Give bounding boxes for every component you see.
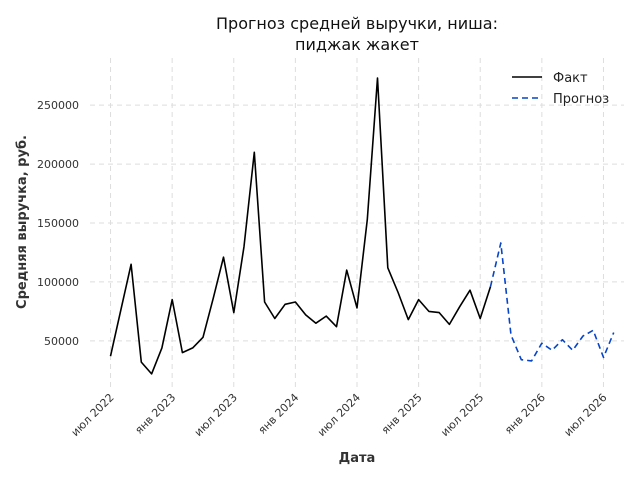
- series-layer: [109, 77, 615, 375]
- x-tick-label: янв 2025: [379, 391, 425, 437]
- tick-layer: июл 2022 янв 2023 июл 2023 янв 2024 июл 2024…: [37, 99, 610, 439]
- y-axis-label: Средняя выручка, руб.: [15, 135, 30, 309]
- legend-label-forecast: Прогноз: [553, 92, 609, 107]
- y-tick-label: 200000: [37, 158, 79, 171]
- y-tick-label: 50000: [44, 335, 79, 348]
- chart-title-line-2: пиджак жакет: [295, 35, 419, 54]
- x-tick-label: июл 2024: [315, 391, 363, 439]
- x-tick-label: июл 2025: [438, 391, 486, 439]
- series-line-fact: [109, 77, 492, 375]
- x-tick-label: июл 2022: [69, 391, 117, 439]
- legend-label-fact: Факт: [553, 71, 588, 86]
- y-tick-label: 250000: [37, 99, 79, 112]
- x-axis-label: Дата: [339, 451, 376, 466]
- chart-title-line-1: Прогноз средней выручки, ниша:: [216, 14, 498, 33]
- series-line-forecast: [489, 242, 615, 362]
- x-tick-label: янв 2023: [132, 391, 178, 437]
- y-tick-label: 100000: [37, 276, 79, 289]
- x-tick-label: янв 2026: [502, 391, 548, 437]
- grid-layer: [90, 58, 624, 388]
- x-tick-label: июл 2026: [562, 391, 610, 439]
- y-tick-label: 150000: [37, 217, 79, 230]
- x-tick-label: июл 2023: [192, 391, 240, 439]
- x-tick-label: янв 2024: [256, 391, 302, 437]
- legend: Факт Прогноз: [512, 71, 609, 107]
